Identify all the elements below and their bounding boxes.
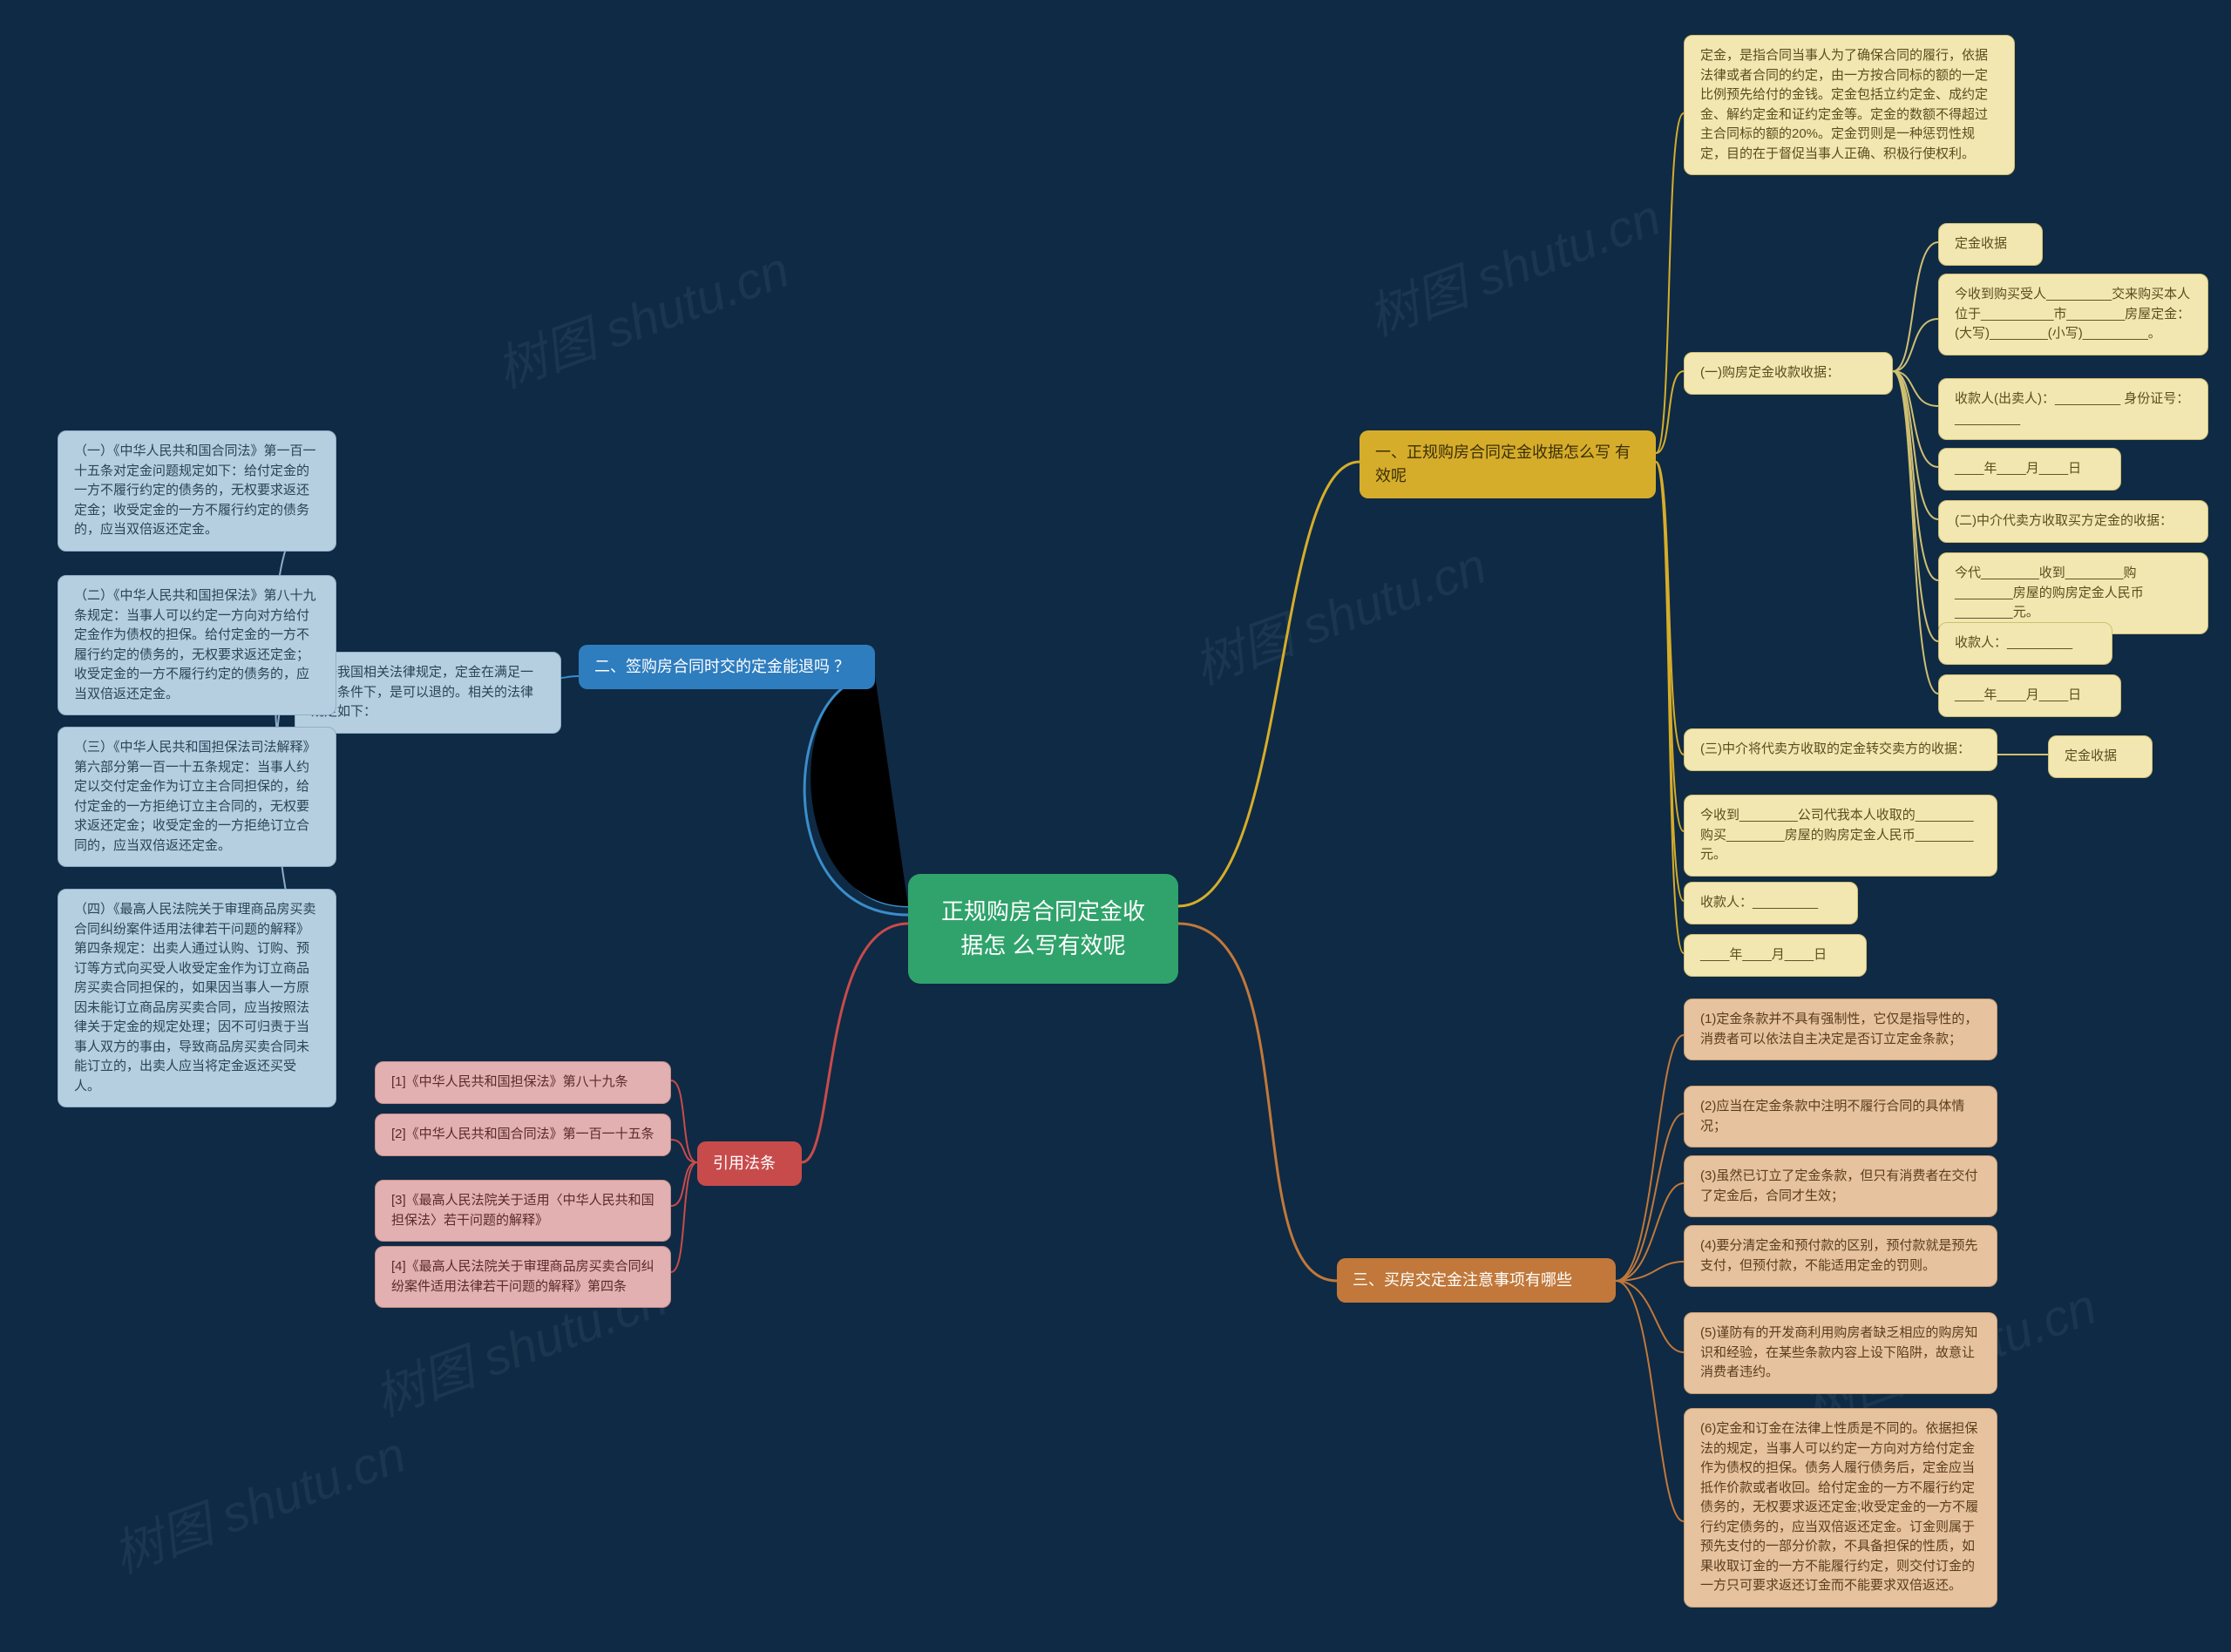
receipt-2-payee[interactable]: 收款人：_________: [1938, 622, 2112, 665]
branch-4[interactable]: 引用法条: [697, 1141, 802, 1186]
ref-item-3[interactable]: [3]《最高人民法院关于适用〈中华人民共和国担保法〉若干问题的解释》: [375, 1180, 671, 1242]
ref-item-2[interactable]: [2]《中华人民共和国合同法》第一百一十五条: [375, 1114, 671, 1156]
note-item-1[interactable]: (1)定金条款并不具有强制性，它仅是指导性的，消费者可以依法自主决定是否订立定金…: [1684, 999, 1997, 1060]
receipt-2-date[interactable]: ____年____月____日: [1938, 674, 2121, 717]
receipt-3-payee[interactable]: 收款人：_________: [1684, 882, 1858, 924]
branch-1[interactable]: 一、正规购房合同定金收据怎么写 有效呢: [1360, 430, 1656, 498]
branch-1-intro[interactable]: 定金，是指合同当事人为了确保合同的履行，依据法律或者合同的约定，由一方按合同标的…: [1684, 35, 2015, 175]
note-item-4[interactable]: (4)要分清定金和预付款的区别，预付款就是预先支付，但预付款，不能适用定金的罚则…: [1684, 1225, 1997, 1287]
receipt-1-body[interactable]: 今收到购买受人_________交来购买本人位于__________市_____…: [1938, 274, 2208, 355]
branch-2[interactable]: 二、签购房合同时交的定金能退吗 ？: [579, 645, 875, 689]
law-item-2[interactable]: （二）《中华人民共和国担保法》第八十九条规定：当事人可以约定一方向对方给付定金作…: [58, 575, 336, 715]
watermark: 树图 shutu.cn: [1356, 176, 1669, 349]
note-item-2[interactable]: (2)应当在定金条款中注明不履行合同的具体情况；: [1684, 1086, 1997, 1148]
receipt-1-payee[interactable]: 收款人(出卖人)：_________ 身份证号：_________: [1938, 378, 2208, 440]
branch-3[interactable]: 三、买房交定金注意事项有哪些: [1337, 1258, 1616, 1303]
ref-item-4[interactable]: [4]《最高人民法院关于审理商品房买卖合同纠纷案件适用法律若干问题的解释》第四条: [375, 1246, 671, 1308]
watermark: 树图 shutu.cn: [485, 228, 797, 402]
receipt-1-title[interactable]: 定金收据: [1938, 223, 2043, 266]
ref-item-1[interactable]: [1]《中华人民共和国担保法》第八十九条: [375, 1061, 671, 1104]
root-node[interactable]: 正规购房合同定金收据怎 么写有效呢: [908, 874, 1178, 984]
watermark: 树图 shutu.cn: [101, 1413, 414, 1587]
receipt-2-header[interactable]: (二)中介代卖方收取买方定金的收据：: [1938, 500, 2208, 543]
note-item-6[interactable]: (6)定金和订金在法律上性质是不同的。依据担保法的规定，当事人可以约定一方向对方…: [1684, 1408, 1997, 1608]
receipt-3-date[interactable]: ____年____月____日: [1684, 934, 1867, 977]
receipt-3-title[interactable]: 定金收据: [2048, 735, 2153, 778]
note-item-3[interactable]: (3)虽然已订立了定金条款，但只有消费者在交付了定金后，合同才生效；: [1684, 1155, 1997, 1217]
watermark: 树图 shutu.cn: [1182, 525, 1495, 698]
law-item-4[interactable]: （四）《最高人民法院关于审理商品房买卖合同纠纷案件适用法律若干问题的解释》第四条…: [58, 889, 336, 1107]
receipt-1-date[interactable]: ____年____月____日: [1938, 448, 2121, 491]
receipt-3-body[interactable]: 今收到________公司代我本人收取的________购买________房屋…: [1684, 795, 1997, 877]
note-item-5[interactable]: (5)谨防有的开发商利用购房者缺乏相应的购房知识和经验，在某些条款内容上设下陷阱…: [1684, 1312, 1997, 1394]
receipt-3-header[interactable]: (三)中介将代卖方收取的定金转交卖方的收据：: [1684, 728, 1997, 771]
receipt-1-header[interactable]: (一)购房定金收款收据：: [1684, 352, 1893, 395]
law-item-3[interactable]: （三）《中华人民共和国担保法司法解释》第六部分第一百一十五条规定：当事人约定以交…: [58, 727, 336, 867]
law-item-1[interactable]: （一）《中华人民共和国合同法》第一百一十五条对定金问题规定如下：给付定金的一方不…: [58, 430, 336, 552]
